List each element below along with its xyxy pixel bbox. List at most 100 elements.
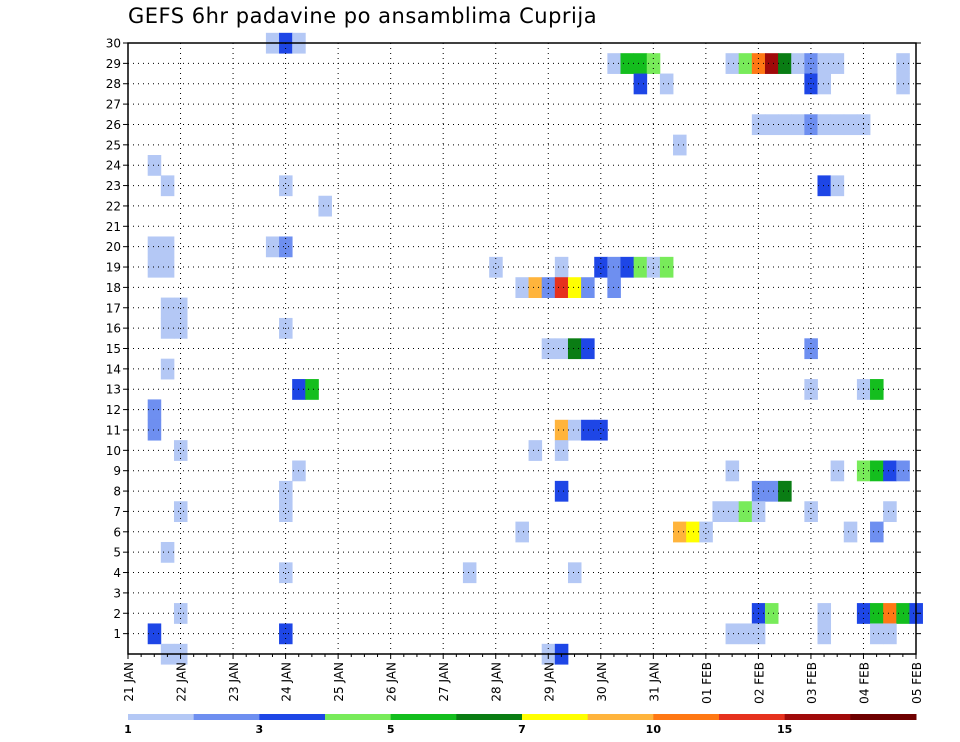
y-tick-label: 7 (113, 505, 121, 519)
heatmap-cell (817, 53, 832, 74)
heatmap-cell (725, 623, 740, 645)
heatmap-cell (607, 53, 621, 74)
heatmap-cell (581, 277, 595, 298)
y-tick-label: 6 (113, 525, 121, 539)
heatmap-cell (160, 358, 175, 380)
heatmap-cell (567, 338, 582, 360)
heatmap-cell (764, 53, 779, 74)
y-tick-label: 20 (106, 240, 121, 254)
heatmap-cell (279, 236, 293, 258)
heatmap-cell (817, 175, 832, 197)
heatmap-cell (870, 379, 884, 400)
heatmap-cell (817, 114, 832, 136)
colorbar-swatch (259, 714, 326, 720)
heatmap-cell (778, 53, 792, 74)
cells-layer (147, 32, 923, 665)
heatmap-cell (567, 277, 582, 298)
y-tick-label: 27 (106, 98, 121, 112)
heatmap-cell (620, 256, 635, 278)
heatmap-cell (594, 419, 608, 441)
y-tick-label: 29 (106, 57, 121, 71)
heatmap-cell (554, 419, 569, 441)
heatmap-cell (778, 480, 792, 502)
heatmap-cell (147, 623, 162, 645)
heatmap-cell (620, 53, 635, 74)
x-tick-label: 30 JAN (595, 662, 609, 702)
heatmap-cell (883, 603, 897, 624)
colorbar-label: 15 (777, 723, 792, 736)
y-tick-label: 1 (113, 627, 121, 641)
heatmap-cell (659, 73, 674, 95)
heatmap-cell (659, 256, 674, 278)
heatmap-cell (279, 562, 293, 584)
colorbar-swatch (653, 714, 720, 720)
heatmap-cell (147, 399, 162, 421)
heatmap-cell (673, 134, 687, 156)
y-tick-label: 18 (106, 281, 121, 295)
colorbar-swatch (193, 714, 260, 720)
heatmap-cell (147, 419, 162, 441)
colorbar-swatch (587, 714, 654, 720)
heatmap-cell (581, 419, 595, 441)
heatmap-cell (791, 53, 805, 74)
heatmap-cell (712, 501, 726, 523)
x-tick-label: 31 JAN (647, 662, 661, 702)
x-tick-label: 01 FEB (700, 662, 714, 704)
colorbar-swatch (522, 714, 589, 720)
heatmap-cell (633, 53, 648, 74)
heatmap-cell (817, 73, 832, 95)
heatmap-cell (725, 501, 740, 523)
heatmap-cell (738, 501, 753, 523)
heatmap-cell (830, 53, 845, 74)
heatmap-cell (725, 460, 740, 482)
x-tick-label: 05 FEB (910, 662, 924, 704)
heatmap-cell (843, 114, 858, 136)
colorbar-swatch (456, 714, 523, 720)
heatmap-cell (673, 521, 687, 543)
y-tick-label: 16 (106, 322, 121, 336)
heatmap-cell (607, 277, 621, 298)
heatmap-cell (515, 277, 529, 298)
colorbar-label: 10 (646, 723, 662, 736)
heatmap-cell (778, 114, 792, 136)
colorbar-swatch (325, 714, 392, 720)
heatmap-cell (515, 521, 529, 543)
heatmap-cell (883, 623, 897, 645)
heatmap-cell (817, 603, 832, 624)
y-tick-label: 10 (106, 444, 121, 458)
heatmap-cell (554, 338, 569, 360)
heatmap-cell (804, 379, 818, 400)
heatmap-cell (830, 114, 845, 136)
y-tick-label: 11 (106, 423, 121, 437)
heatmap-cell (567, 419, 582, 441)
heatmap-cell (147, 155, 162, 176)
heatmap-cell (279, 480, 293, 502)
x-tick-label: 25 JAN (332, 662, 346, 702)
heatmap-cell (160, 297, 175, 319)
heatmap-cell (633, 256, 648, 278)
heatmap-cell (686, 521, 700, 543)
heatmap-cell (607, 256, 621, 278)
heatmap-cell (870, 521, 884, 543)
heatmap-cell (554, 256, 569, 278)
colorbar-swatch (784, 714, 851, 720)
heatmap-cell (279, 501, 293, 523)
y-tick-label: 22 (106, 199, 121, 213)
y-tick-label: 28 (106, 77, 121, 91)
heatmap-cell (883, 501, 897, 523)
x-tick-label: 27 JAN (437, 662, 451, 702)
colorbar-swatch (719, 714, 786, 720)
heatmap-cell (764, 480, 779, 502)
x-tick-label: 02 FEB (752, 662, 766, 704)
heatmap-cell (160, 256, 175, 278)
heatmap-cell (279, 175, 293, 197)
heatmap-cell (528, 277, 543, 298)
heatmap-cell (554, 440, 569, 461)
heatmap-cell (804, 501, 818, 523)
heatmap-cell (843, 521, 858, 543)
heatmap-cell (699, 521, 713, 543)
heatmap-cell (173, 501, 188, 523)
heatmap-cell (160, 317, 175, 339)
heatmap-cell (633, 73, 648, 95)
heatmap-cell (318, 195, 332, 217)
